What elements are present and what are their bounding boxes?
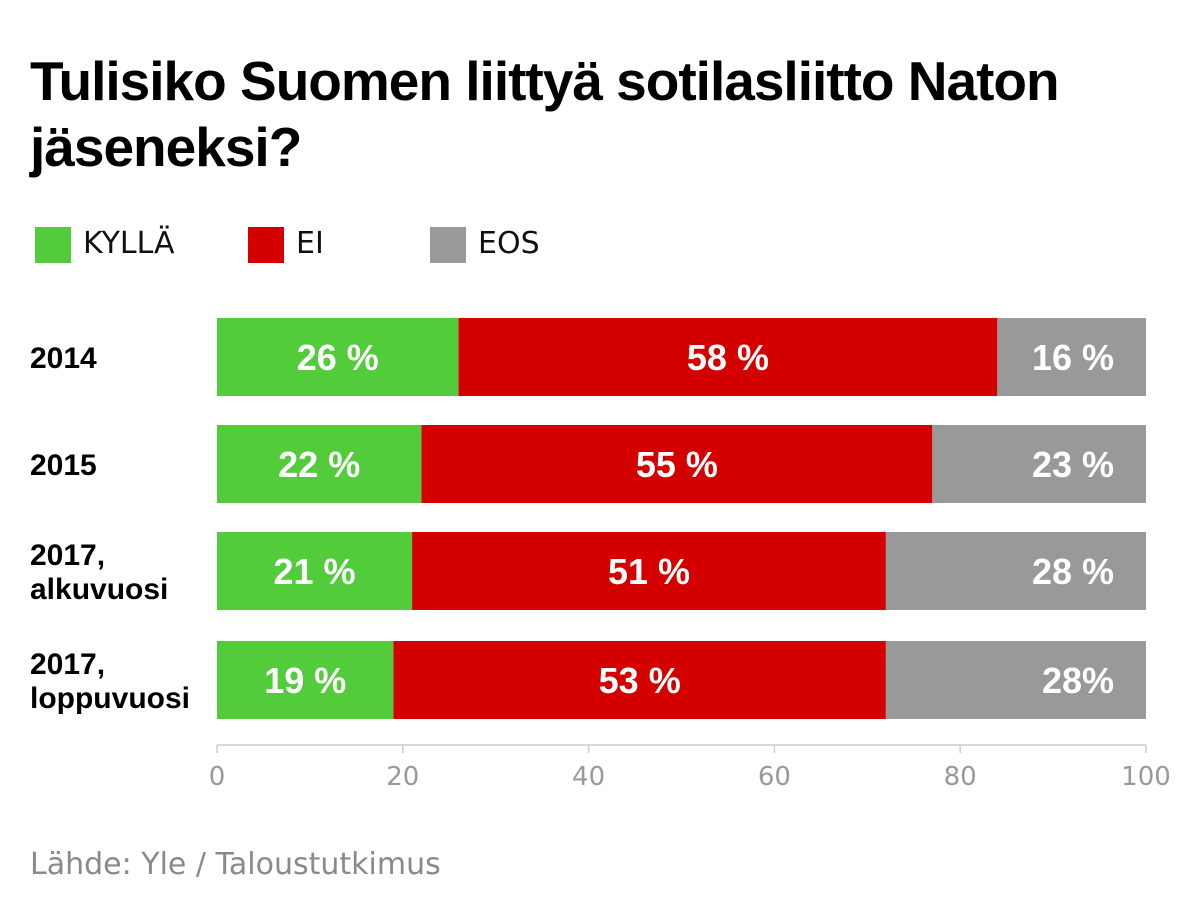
bar-segment-kyllä xyxy=(217,425,422,503)
bar-value-label: 16 % xyxy=(1032,337,1114,378)
bar-segment-kyllä xyxy=(217,532,413,610)
bar-value-label: 21 % xyxy=(274,551,356,592)
bar-segment-eos xyxy=(885,532,1146,610)
legend-swatch-kylla xyxy=(35,227,71,263)
x-tick-label: 80 xyxy=(944,762,977,792)
bar-value-label: 55 % xyxy=(636,444,718,485)
legend-swatch-ei xyxy=(248,227,284,263)
bar-segment-kyllä xyxy=(217,318,459,396)
legend-label-kylla: KYLLÄ xyxy=(83,226,175,261)
bar-segment-eos xyxy=(997,318,1146,396)
category-label-line: 2014 xyxy=(30,342,97,375)
bar-value-label: 53 % xyxy=(599,660,681,701)
bar-segment-kyllä xyxy=(217,641,394,719)
bar-segment-eos xyxy=(932,425,1146,503)
bar-segment-ei xyxy=(421,425,933,503)
bar-value-label: 19 % xyxy=(264,660,346,701)
x-tick-label: 40 xyxy=(572,762,605,792)
legend: KYLLÄ EI EOS xyxy=(35,222,635,263)
category-label-line: alkuvuosi xyxy=(30,573,168,606)
bar-segment-ei xyxy=(393,641,886,719)
category-label-line: loppuvuosi xyxy=(30,682,190,715)
bar-value-label: 28% xyxy=(1042,660,1114,701)
bar-segment-eos xyxy=(885,641,1146,719)
category-label-line: 2015 xyxy=(30,449,97,482)
category-label-line: 2017, xyxy=(30,539,105,572)
bar-segment-ei xyxy=(412,532,886,610)
bar-value-label: 23 % xyxy=(1032,444,1114,485)
bar-value-label: 22 % xyxy=(278,444,360,485)
legend-label-ei: EI xyxy=(296,226,324,261)
x-tick-label: 20 xyxy=(386,762,419,792)
chart-title: Tulisiko Suomen liittyä sotilasliitto Na… xyxy=(30,50,1060,178)
legend-swatch-eos xyxy=(430,227,466,263)
category-label: 2014 xyxy=(30,342,97,375)
x-tick-label: 60 xyxy=(758,762,791,792)
bar-value-label: 28 % xyxy=(1032,551,1114,592)
x-tick-label: 0 xyxy=(209,762,226,792)
bar-segment-ei xyxy=(458,318,998,396)
x-tick-label: 100 xyxy=(1121,762,1171,792)
category-label-line: 2017, xyxy=(30,648,105,681)
stacked-bar-chart: 26 % 58 % 16 % 2014 22 % 55 % 23 % 2015 21 % 51 %… xyxy=(30,318,1171,792)
bar-value-label: 58 % xyxy=(687,337,769,378)
category-label: 2015 xyxy=(30,449,97,482)
category-label: 2017, alkuvuosi xyxy=(30,539,168,606)
bar-value-label: 51 % xyxy=(608,551,690,592)
legend-label-eos: EOS xyxy=(478,226,540,261)
source-note: Lähde: Yle / Taloustutkimus xyxy=(30,847,441,882)
bar-value-label: 26 % xyxy=(297,337,379,378)
category-label: 2017, loppuvuosi xyxy=(30,648,190,715)
